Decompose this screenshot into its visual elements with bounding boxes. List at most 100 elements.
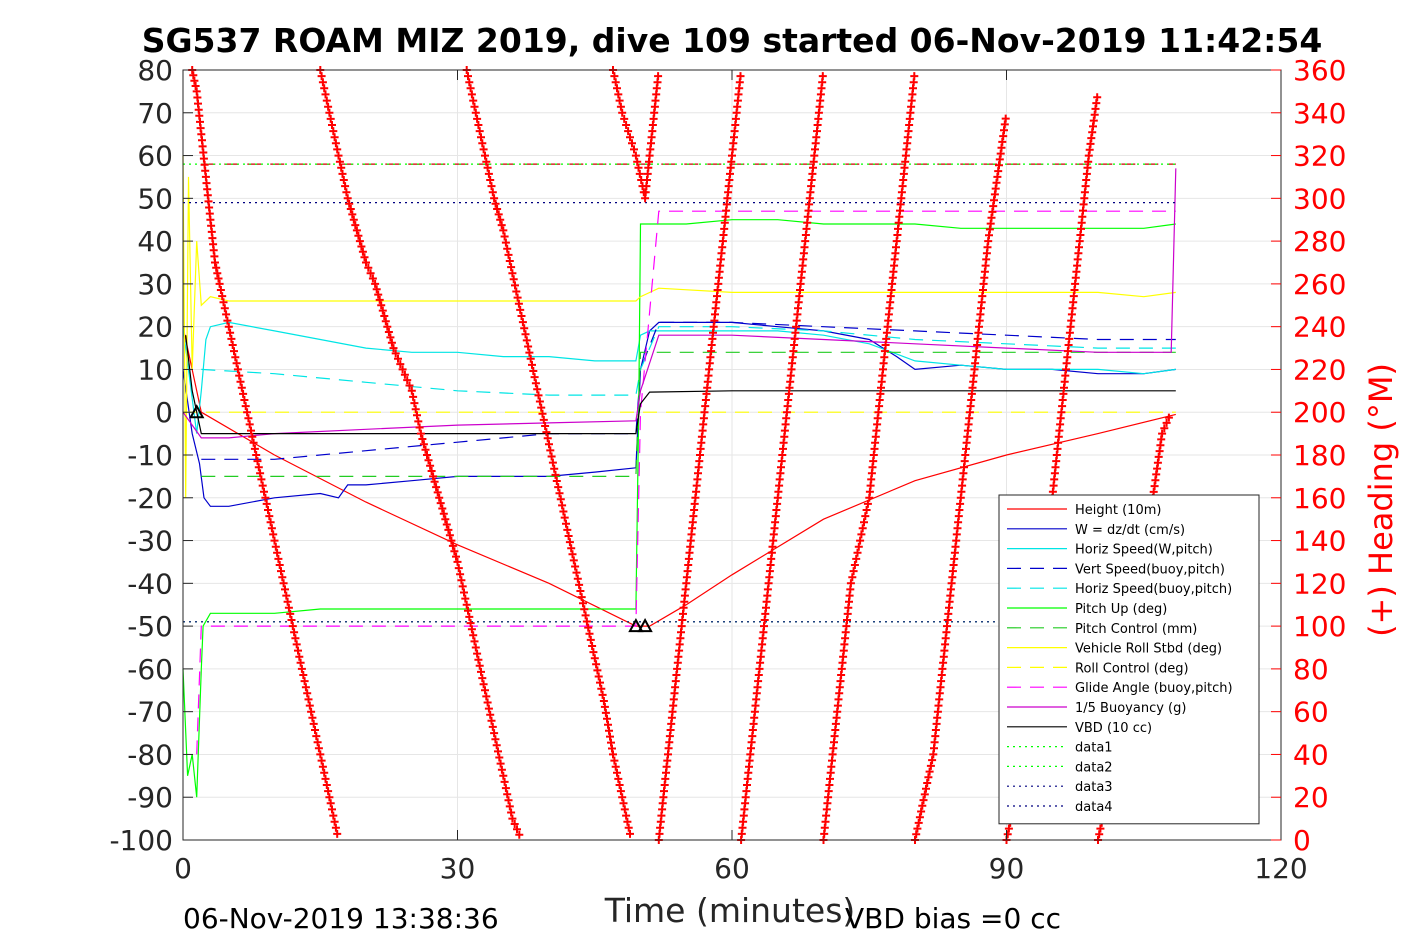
heading-point: [245, 420, 254, 429]
heading-point: [920, 790, 929, 799]
triangle-marker: [189, 404, 205, 419]
heading-point: [592, 660, 601, 669]
plot-series: [182, 155, 1177, 798]
heading-point: [547, 452, 556, 461]
legend-entry-label: 1/5 Buoyancy (g): [1075, 701, 1186, 716]
heading-point: [368, 274, 377, 283]
heading-point: [590, 654, 599, 663]
heading-point: [329, 127, 338, 136]
footer-vbd-bias: VBD bias =0 cc: [845, 902, 1061, 935]
legend-entry-label: Horiz Speed(W,pitch): [1075, 543, 1213, 558]
heading-point: [503, 790, 512, 799]
legend-box: [998, 494, 1260, 825]
heading-point: [308, 713, 317, 722]
heading-point: [611, 762, 620, 771]
heading-point: [543, 434, 552, 443]
heading-point: [413, 411, 421, 420]
heading-point: [452, 552, 460, 561]
heading-point: [542, 428, 551, 437]
heading-point: [529, 367, 538, 375]
legend: Height (10m) W = dz/dt (cm/s) Horiz Speed(…: [998, 494, 1260, 825]
heading-point: [435, 493, 444, 502]
heading-point: [496, 759, 505, 768]
heading-point: [615, 96, 624, 105]
heading-point: [415, 423, 424, 432]
heading-point: [364, 263, 373, 272]
heading-point: [460, 588, 468, 597]
y-tick-label: 80: [137, 54, 173, 87]
x-tick-label: 120: [1254, 852, 1307, 885]
heading-point: [275, 561, 284, 569]
heading-point: [628, 139, 636, 148]
series-line-horiz-speed-buoy-pitch: [201, 326, 1176, 396]
heading-point: [249, 438, 258, 447]
heading-point: [317, 72, 326, 81]
heading-point: [371, 279, 380, 288]
series-line-vert-speed-buoy-pitch: [201, 321, 1176, 460]
heading-point: [550, 464, 559, 473]
heading-point: [290, 628, 299, 637]
legend-entry-label: Glide Angle (buoy,pitch): [1075, 681, 1233, 696]
heading-point: [216, 286, 225, 294]
y-tick-label: 30: [137, 268, 173, 301]
heading-point: [266, 518, 275, 527]
heading-point: [928, 756, 937, 765]
heading-point: [331, 139, 340, 148]
heading-point: [448, 541, 457, 550]
heading-point: [321, 774, 330, 783]
heading-point: [410, 399, 419, 408]
heading-point: [579, 599, 587, 608]
heading-point: [503, 244, 512, 253]
heading-point: [486, 176, 495, 184]
heading-point: [630, 145, 638, 154]
heading-point: [381, 317, 390, 326]
heading-point: [396, 360, 405, 369]
y-tick-label: -20: [127, 482, 173, 515]
heading-point: [924, 773, 933, 782]
heading-point: [252, 451, 261, 459]
heading-point: [516, 305, 525, 314]
heading-point: [278, 573, 287, 582]
heading-point: [222, 310, 231, 319]
y-tick-label: 20: [137, 311, 173, 344]
heading-point: [372, 285, 381, 294]
heading-point: [863, 499, 872, 508]
heading-point: [597, 684, 606, 693]
heading-point: [342, 188, 351, 197]
heading-point: [513, 825, 521, 834]
heading-point: [910, 72, 919, 81]
heading-point: [490, 194, 499, 203]
heading-point: [224, 322, 233, 331]
heading-point: [601, 708, 610, 717]
legend-entry-label: Pitch Control (mm): [1075, 622, 1197, 637]
heading-point: [521, 330, 530, 339]
heading-point: [377, 301, 386, 310]
y-tick-label: -100: [109, 824, 173, 857]
heading-point: [292, 640, 301, 649]
heading-point: [531, 379, 540, 388]
heading-point: [405, 381, 414, 390]
heading-point: [411, 405, 420, 414]
series-line-horiz-speed-w-pitch: [182, 321, 1176, 434]
heading-point: [324, 102, 333, 111]
heading-point: [394, 354, 402, 363]
heading-point: [471, 643, 480, 652]
heading-point: [341, 182, 350, 191]
heading-point: [241, 402, 250, 411]
heading-point: [499, 226, 508, 235]
heading-point: [533, 385, 542, 394]
heading-point: [545, 440, 553, 449]
heading-point: [343, 194, 352, 203]
heading-point: [430, 477, 439, 486]
heading-point: [328, 121, 336, 129]
heading-point: [860, 518, 868, 527]
heading-point: [473, 649, 482, 658]
heading-point: [418, 435, 427, 443]
heading-point: [256, 469, 265, 478]
heading-point: [564, 532, 573, 540]
heading-point: [598, 690, 607, 699]
heading-point: [461, 594, 470, 603]
heading-point: [283, 597, 292, 606]
heading-point: [321, 90, 330, 99]
heading-point: [312, 732, 321, 741]
